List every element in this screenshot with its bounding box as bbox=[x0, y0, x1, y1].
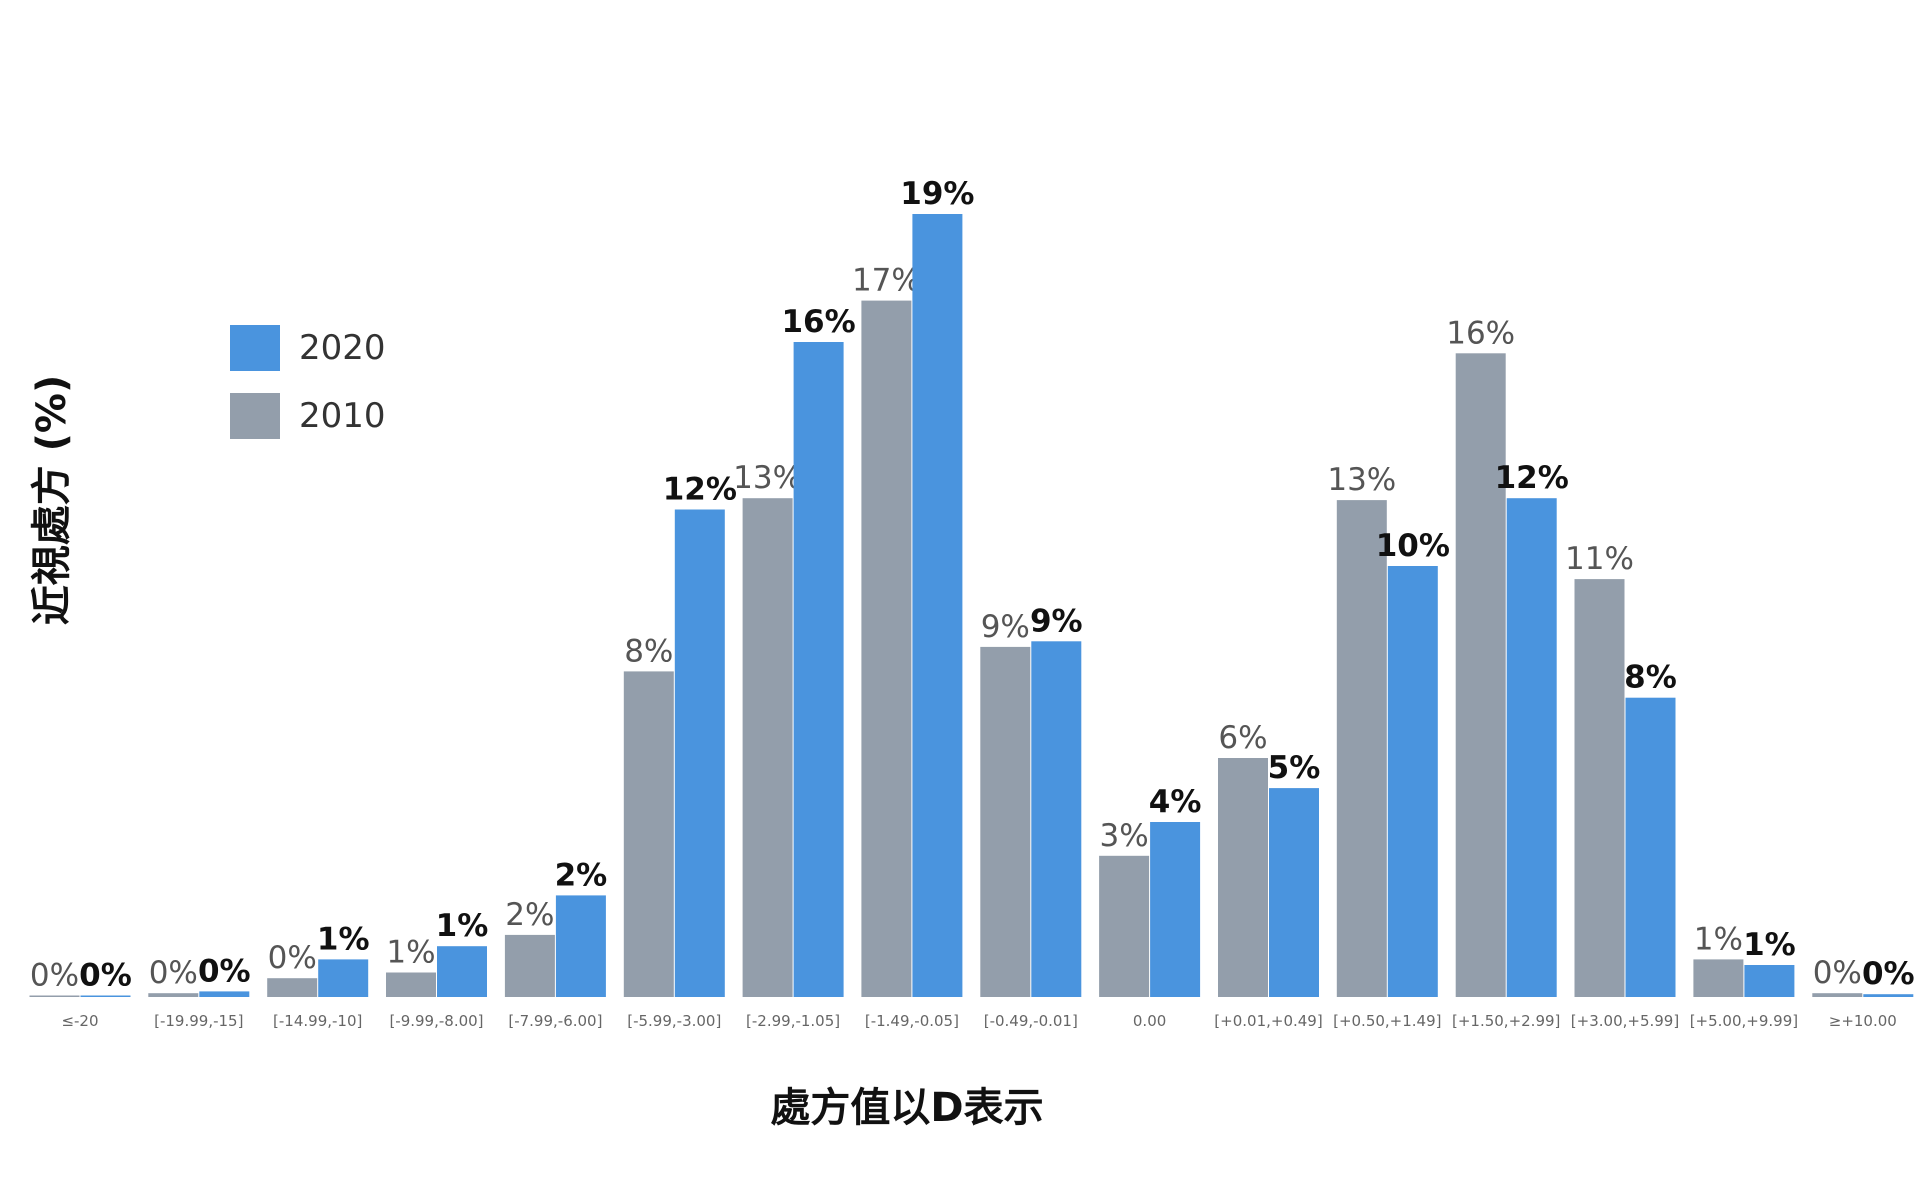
bar-2010-10 bbox=[1218, 758, 1268, 997]
data-label-2010-12: 16% bbox=[1446, 315, 1515, 351]
data-label-2020-6: 16% bbox=[781, 304, 855, 340]
data-label-2010-4: 2% bbox=[505, 897, 554, 933]
data-label-2020-9: 4% bbox=[1149, 784, 1202, 820]
bar-2020-12 bbox=[1506, 498, 1557, 997]
x-tick-label-9: 0.00 bbox=[1133, 1012, 1166, 1030]
data-label-2010-10: 6% bbox=[1218, 720, 1267, 756]
bar-2010-3 bbox=[386, 972, 436, 997]
bar-2010-2 bbox=[267, 978, 318, 997]
bar-2020-9 bbox=[1150, 822, 1201, 997]
data-label-2020-15: 0% bbox=[1862, 956, 1915, 992]
bar-2020-14 bbox=[1744, 965, 1795, 997]
legend-swatch-2020 bbox=[230, 325, 280, 371]
x-axis-label: 處方值以D表示 bbox=[770, 1085, 1044, 1131]
bar-2020-13 bbox=[1625, 697, 1676, 997]
bar-2010-12 bbox=[1455, 353, 1506, 997]
bar-2020-8 bbox=[1031, 641, 1082, 997]
bar-2010-14 bbox=[1693, 959, 1744, 997]
bar-2020-5 bbox=[674, 509, 725, 997]
x-tick-label-2: [-14.99,-10] bbox=[273, 1012, 362, 1030]
data-label-2020-13: 8% bbox=[1624, 660, 1677, 696]
bar-2020-0 bbox=[80, 995, 131, 997]
x-tick-label-11: [+0.50,+1.49] bbox=[1333, 1012, 1441, 1030]
data-label-2010-13: 11% bbox=[1565, 541, 1634, 577]
bar-2010-15 bbox=[1812, 993, 1863, 997]
x-tick-label-7: [-1.49,-0.05] bbox=[865, 1012, 959, 1030]
data-label-2010-2: 0% bbox=[268, 940, 317, 976]
data-label-2020-14: 1% bbox=[1743, 927, 1796, 963]
x-tick-label-14: [+5.00,+9.99] bbox=[1690, 1012, 1798, 1030]
data-label-2020-4: 2% bbox=[555, 857, 608, 893]
data-label-2010-1: 0% bbox=[149, 955, 198, 991]
data-label-2020-11: 10% bbox=[1376, 528, 1450, 564]
x-tick-label-12: [+1.50,+2.99] bbox=[1452, 1012, 1560, 1030]
bar-2010-7 bbox=[861, 300, 912, 998]
data-label-2010-9: 3% bbox=[1100, 818, 1149, 854]
x-tick-label-4: [-7.99,-6.00] bbox=[508, 1012, 602, 1030]
legend-label-2010: 2010 bbox=[299, 396, 386, 436]
data-label-2010-5: 8% bbox=[624, 633, 673, 669]
bar-2020-2 bbox=[318, 959, 369, 997]
x-tick-label-5: [-5.99,-3.00] bbox=[627, 1012, 721, 1030]
legend-swatch-2010 bbox=[230, 393, 280, 439]
data-label-2020-5: 12% bbox=[663, 472, 737, 508]
bar-2020-3 bbox=[437, 946, 487, 997]
data-label-2010-6: 13% bbox=[733, 460, 802, 496]
bar-2010-8 bbox=[980, 646, 1031, 997]
data-label-2020-12: 12% bbox=[1495, 460, 1569, 496]
bar-2020-4 bbox=[555, 895, 606, 997]
y-axis-label: 近視處方 (%) bbox=[29, 374, 75, 626]
data-label-2010-14: 1% bbox=[1694, 921, 1743, 957]
data-label-2010-8: 9% bbox=[981, 609, 1030, 645]
data-label-2020-2: 1% bbox=[317, 921, 370, 957]
bar-2010-5 bbox=[623, 671, 674, 997]
data-label-2010-0: 0% bbox=[30, 958, 79, 994]
bar-2010-1 bbox=[148, 993, 199, 997]
bar-2010-13 bbox=[1574, 579, 1625, 997]
x-tick-label-10: [+0.01,+0.49] bbox=[1214, 1012, 1322, 1030]
data-label-2020-8: 9% bbox=[1030, 603, 1083, 639]
bar-2020-11 bbox=[1387, 566, 1438, 997]
bar-2010-9 bbox=[1099, 855, 1150, 997]
x-tick-label-8: [-0.49,-0.01] bbox=[984, 1012, 1078, 1030]
data-label-2020-0: 0% bbox=[79, 958, 132, 994]
data-label-2020-1: 0% bbox=[198, 953, 251, 989]
x-tick-label-1: [-19.99,-15] bbox=[154, 1012, 243, 1030]
legend-label-2020: 2020 bbox=[299, 328, 386, 368]
x-tick-label-15: ≥+10.00 bbox=[1829, 1012, 1897, 1030]
bar-2020-1 bbox=[199, 991, 250, 997]
bar-2010-0 bbox=[29, 995, 80, 997]
bar-2020-10 bbox=[1269, 788, 1319, 997]
data-label-2010-7: 17% bbox=[852, 263, 921, 299]
data-label-2020-3: 1% bbox=[436, 908, 489, 944]
bar-2010-11 bbox=[1336, 500, 1387, 997]
x-tick-label-13: [+3.00,+5.99] bbox=[1571, 1012, 1679, 1030]
bar-2010-6 bbox=[742, 498, 793, 997]
x-tick-label-3: [-9.99,-8.00] bbox=[389, 1012, 483, 1030]
bar-2020-7 bbox=[912, 214, 963, 997]
data-label-2020-7: 19% bbox=[900, 176, 974, 212]
data-label-2010-15: 0% bbox=[1813, 955, 1862, 991]
data-label-2020-10: 5% bbox=[1268, 750, 1321, 786]
bar-2020-6 bbox=[793, 342, 844, 997]
bar-2010-4 bbox=[504, 934, 555, 997]
data-label-2010-3: 1% bbox=[386, 935, 435, 971]
x-tick-label-0: ≤-20 bbox=[61, 1012, 98, 1030]
data-label-2010-11: 13% bbox=[1327, 462, 1396, 498]
bar-2020-15 bbox=[1863, 994, 1914, 997]
x-tick-label-6: [-2.99,-1.05] bbox=[746, 1012, 840, 1030]
